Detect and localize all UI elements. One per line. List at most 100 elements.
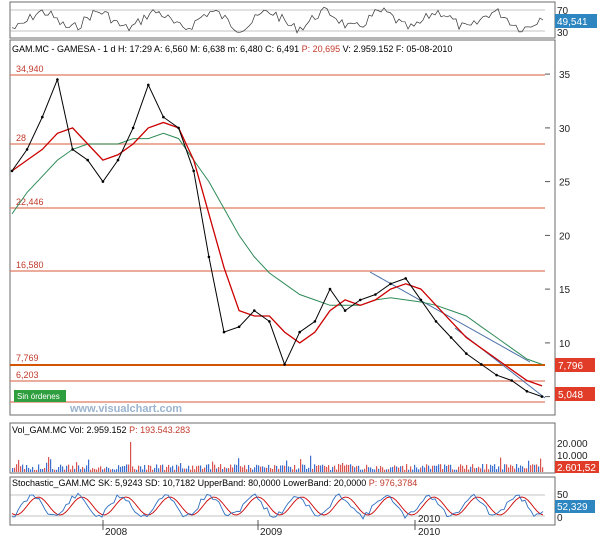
volume-bar bbox=[116, 469, 118, 472]
volume-bar bbox=[28, 467, 30, 472]
volume-bar bbox=[388, 469, 390, 472]
volume-bar bbox=[238, 458, 240, 472]
volume-bar bbox=[330, 469, 332, 472]
price-header-tail: V: 2.959.152 F: 05-08-2010 bbox=[340, 44, 452, 54]
volume-bar bbox=[76, 462, 78, 472]
volume-bar bbox=[286, 460, 288, 472]
y-tick-label: 25 bbox=[559, 178, 571, 189]
volume-bar bbox=[174, 469, 176, 472]
stochastic-panel: Stochastic_GAM.MC SK: 5,9243 SD: 10,7182… bbox=[9, 476, 595, 526]
volume-bar bbox=[252, 469, 254, 472]
volume-bar bbox=[454, 469, 456, 472]
volume-bar bbox=[58, 467, 60, 472]
volume-bar bbox=[280, 465, 282, 472]
volume-bar bbox=[158, 468, 160, 472]
volume-bar bbox=[224, 467, 226, 472]
volume-bar bbox=[458, 466, 460, 472]
volume-bar bbox=[536, 464, 538, 472]
volume-bar bbox=[380, 466, 382, 472]
volume-bar bbox=[86, 465, 88, 472]
volume-bar bbox=[34, 469, 36, 472]
volume-bar bbox=[418, 469, 420, 472]
volume-bar bbox=[232, 467, 234, 472]
volume-bar bbox=[524, 468, 526, 472]
stoch-tick-0: 0 bbox=[557, 513, 563, 524]
volume-bar bbox=[214, 464, 216, 472]
volume-bar bbox=[444, 464, 446, 472]
volume-bar bbox=[490, 464, 492, 472]
volume-bar bbox=[386, 469, 388, 472]
volume-bar bbox=[390, 467, 392, 472]
volume-bar bbox=[500, 457, 502, 472]
volume-bar bbox=[102, 469, 104, 472]
volume-bar bbox=[440, 464, 442, 472]
volume-bar bbox=[474, 468, 476, 472]
rsi-tick-30: 30 bbox=[557, 28, 569, 39]
volume-bar bbox=[352, 465, 354, 472]
price-point bbox=[480, 363, 483, 366]
volume-bar bbox=[112, 468, 114, 472]
stoch-header-main: Stochastic_GAM.MC SK: 5,9243 SD: 10,7182… bbox=[12, 478, 369, 488]
rsi-panel: 70 30 49,541 bbox=[9, 1, 597, 39]
price-point bbox=[101, 180, 105, 183]
volume-header-change: P: 193.543.283 bbox=[129, 425, 190, 435]
volume-bar bbox=[278, 468, 280, 472]
volume-bar bbox=[518, 467, 520, 472]
volume-bar bbox=[250, 467, 252, 472]
volume-bar bbox=[146, 469, 148, 472]
volume-bar bbox=[106, 466, 108, 472]
volume-bar bbox=[240, 466, 242, 472]
price-header-change: P: 20,695 bbox=[302, 44, 341, 54]
x-label-2010: 2010 bbox=[418, 527, 441, 538]
price-line bbox=[11, 77, 543, 398]
volume-bar bbox=[74, 468, 76, 472]
volume-bar bbox=[56, 469, 58, 472]
volume-bar bbox=[484, 469, 486, 472]
volume-bar bbox=[304, 464, 306, 472]
price-point bbox=[147, 83, 150, 87]
volume-bar bbox=[262, 466, 264, 472]
volume-bar bbox=[212, 461, 214, 472]
volume-bar bbox=[36, 469, 38, 472]
price-point bbox=[253, 309, 256, 312]
price-point bbox=[41, 115, 44, 119]
volume-header-main: Vol_GAM.MC Vol: 2.959.152 bbox=[12, 425, 129, 435]
volume-bar bbox=[538, 466, 540, 472]
volume-bar bbox=[82, 467, 84, 472]
volume-bar bbox=[394, 465, 396, 472]
volume-bar bbox=[436, 465, 438, 472]
volume-bar bbox=[188, 465, 190, 472]
volume-bar bbox=[42, 469, 44, 472]
volume-bar bbox=[98, 467, 100, 472]
volume-bar bbox=[358, 465, 360, 472]
ma-value-tag bbox=[555, 358, 595, 372]
volume-bar bbox=[406, 464, 408, 472]
level-label-22446: 22,446 bbox=[16, 197, 44, 207]
volume-bar bbox=[368, 467, 370, 472]
level-label-7769: 7,769 bbox=[16, 353, 39, 363]
volume-bar bbox=[410, 466, 412, 472]
price-point bbox=[404, 277, 408, 280]
volume-bar bbox=[354, 467, 356, 472]
volume-bar bbox=[516, 464, 518, 472]
volume-bar bbox=[488, 469, 490, 472]
volume-bar bbox=[122, 466, 124, 472]
volume-bar bbox=[92, 468, 94, 472]
volume-bar bbox=[378, 468, 380, 472]
volume-bar bbox=[196, 466, 198, 472]
ma-value: 7,796 bbox=[558, 361, 583, 372]
volume-bar bbox=[256, 464, 258, 472]
volume-bar bbox=[422, 465, 424, 472]
y-tick-label: 15 bbox=[559, 285, 571, 296]
volume-bar bbox=[470, 466, 472, 472]
stoch-header: Stochastic_GAM.MC SK: 5,9243 SD: 10,7182… bbox=[12, 478, 417, 488]
price-header-main: GAM.MC - GAMESA - 1 d H: 17:29 A: 6,560 … bbox=[12, 44, 302, 54]
volume-bar bbox=[412, 469, 414, 472]
volume-bar bbox=[432, 465, 434, 472]
volume-bar bbox=[332, 466, 334, 472]
volume-bar bbox=[476, 467, 478, 472]
volume-bar bbox=[150, 465, 152, 472]
volume-bar bbox=[180, 463, 182, 472]
volume-bar bbox=[416, 467, 418, 472]
volume-bar bbox=[230, 464, 232, 472]
